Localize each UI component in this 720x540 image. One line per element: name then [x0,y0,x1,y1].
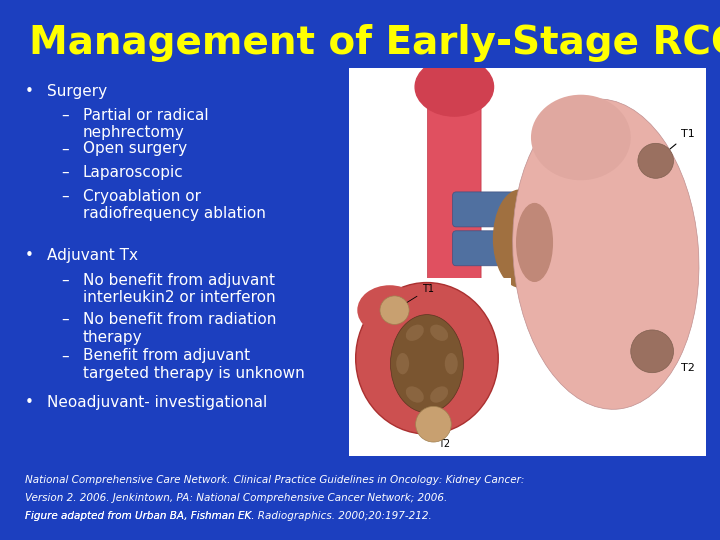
Ellipse shape [406,325,424,341]
Bar [433,91,434,371]
Text: T2: T2 [654,353,695,373]
Text: Adjuvant Tx: Adjuvant Tx [47,248,138,264]
Text: –: – [61,348,69,363]
Text: T2: T2 [435,427,451,449]
Bar [442,91,443,371]
Text: Version 2. 2006. Jenkintown, PA: National Comprehensive Cancer Network; 2006.: Version 2. 2006. Jenkintown, PA: Nationa… [25,493,447,503]
Text: Figure adapted from Urban BA, Fishman EK.: Figure adapted from Urban BA, Fishman EK… [25,511,258,521]
Bar [440,91,441,371]
Ellipse shape [356,282,498,434]
Text: –: – [61,108,69,123]
Text: Open surgery: Open surgery [83,141,187,157]
Text: Figure adapted from Urban BA, Fishman EK. Radiographics. 2000;20:197-212.: Figure adapted from Urban BA, Fishman EK… [25,511,432,521]
Ellipse shape [396,353,409,374]
Text: National Comprehensive Care Network. Clinical Practice Guidelines in Oncology: K: National Comprehensive Care Network. Cli… [25,475,525,485]
Bar [444,91,445,371]
Text: T1: T1 [397,285,434,309]
Ellipse shape [445,353,458,374]
Bar [431,91,432,371]
Ellipse shape [517,204,552,281]
Ellipse shape [380,296,409,325]
Ellipse shape [430,325,448,341]
FancyBboxPatch shape [453,192,538,227]
Bar [445,91,446,371]
Text: –: – [61,312,69,327]
Text: –: – [61,141,69,157]
Bar [449,91,451,371]
Bar [443,91,444,371]
Text: T1: T1 [658,130,694,159]
Ellipse shape [415,407,451,442]
Bar [447,91,449,371]
Text: No benefit from radiation
therapy: No benefit from radiation therapy [83,312,276,345]
Ellipse shape [406,386,424,403]
Ellipse shape [513,99,699,409]
Text: •: • [25,395,34,410]
Text: No benefit from adjuvant
interleukin2 or interferon: No benefit from adjuvant interleukin2 or… [83,273,276,305]
Ellipse shape [430,386,448,403]
Text: •: • [25,84,34,99]
Ellipse shape [493,190,547,287]
Text: –: – [61,189,69,204]
Bar [434,91,436,371]
FancyBboxPatch shape [428,79,481,379]
Bar [432,91,433,371]
Ellipse shape [390,315,464,413]
Bar [451,91,453,371]
Text: –: – [61,165,69,180]
Text: Surgery: Surgery [47,84,107,99]
Text: Benefit from adjuvant
targeted therapy is unknown: Benefit from adjuvant targeted therapy i… [83,348,305,381]
Ellipse shape [415,58,493,116]
Text: Laparoscopic: Laparoscopic [83,165,184,180]
Text: Management of Early-Stage RCC: Management of Early-Stage RCC [29,24,720,62]
Text: •: • [25,248,34,264]
Bar [436,91,438,371]
Bar [441,91,442,371]
Ellipse shape [638,143,673,178]
Text: Cryoablation or
radiofrequency ablation: Cryoablation or radiofrequency ablation [83,189,266,221]
Ellipse shape [531,94,631,180]
Bar [438,91,440,371]
Ellipse shape [631,330,673,373]
Bar [446,91,447,371]
Ellipse shape [357,285,422,335]
Text: Neoadjuvant- investigational: Neoadjuvant- investigational [47,395,267,410]
Text: –: – [61,273,69,288]
Text: Partial or radical
nephrectomy: Partial or radical nephrectomy [83,108,208,140]
FancyBboxPatch shape [453,231,531,266]
